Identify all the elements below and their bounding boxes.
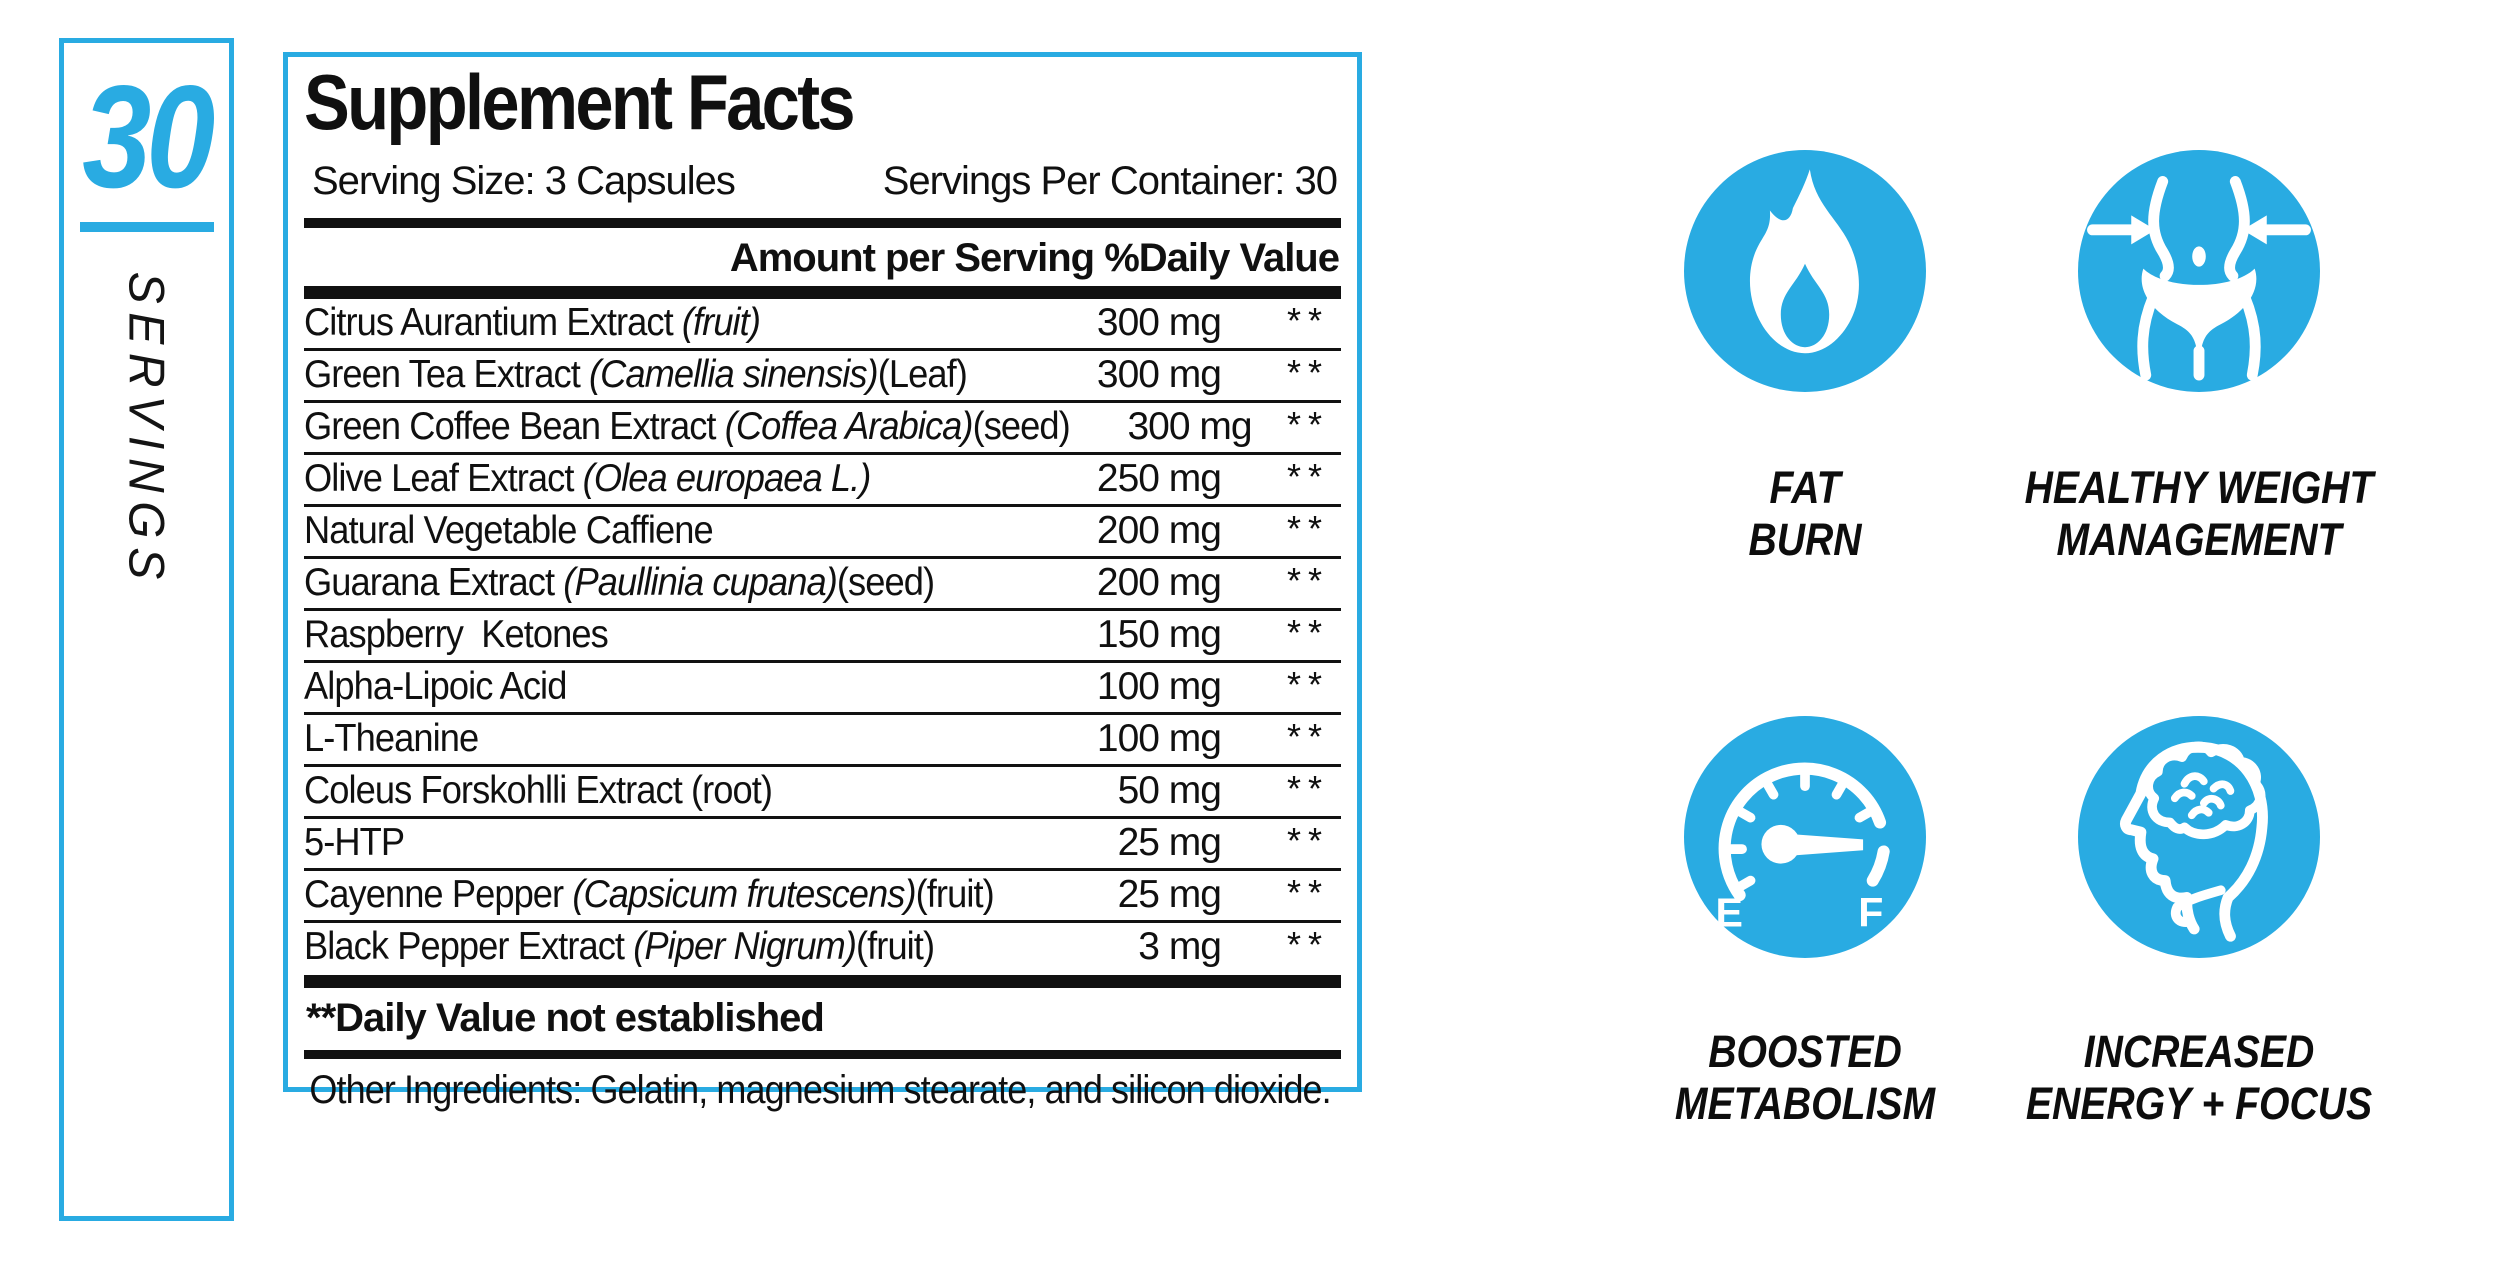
ingredient-row: Black Pepper Extract (Piper Nigrum)(frui…: [304, 923, 1341, 975]
ingredient-amount: 250 mg: [1096, 457, 1222, 500]
ingredient-name: Black Pepper Extract (Piper Nigrum)(frui…: [304, 925, 935, 968]
benefit-label-fat-burn: FAT BURN: [1748, 462, 1862, 566]
other-ingredients: Other Ingredients: Gelatin, magnesium st…: [309, 1068, 1331, 1112]
ingredient-amount: 25 mg: [1117, 821, 1222, 864]
ingredient-amount: 200 mg: [1096, 509, 1222, 552]
rule-heavy: [304, 218, 1341, 228]
ingredient-amount: 300 mg: [1096, 301, 1222, 344]
ingredient-amount: 300 mg: [1096, 353, 1222, 396]
ingredient-amount: 100 mg: [1096, 665, 1222, 708]
panel-title: Supplement Facts: [304, 58, 856, 146]
flame-icon: [1684, 150, 1926, 392]
ingredient-name: L-Theanine: [304, 717, 479, 760]
benefit-label-healthy-weight: HEALTHY WEIGHT MANAGEMENT: [2024, 462, 2374, 566]
ingredient-row: L-Theanine 100 mg **: [304, 715, 1341, 767]
ingredient-name: Olive Leaf Extract (Olea europaea L.): [304, 457, 871, 500]
ingredient-daily-value: **: [1286, 716, 1329, 757]
ingredient-daily-value: **: [1286, 612, 1329, 653]
rule-heavy: [304, 1050, 1341, 1059]
ingredient-daily-value: **: [1286, 404, 1329, 445]
servings-count: 30: [82, 55, 216, 218]
ingredient-daily-value: **: [1286, 508, 1329, 549]
daily-value-footnote: **Daily Value not established: [306, 996, 825, 1040]
ingredient-amount: 200 mg: [1096, 561, 1222, 604]
serving-size: Serving Size: 3 Capsules: [312, 159, 736, 203]
ingredient-table: Citrus Aurantium Extract (fruit) 300 mg …: [304, 299, 1341, 975]
servings-underline: [79, 222, 214, 233]
supplement-facts-panel: Supplement Facts Serving Size: 3 Capsule…: [283, 52, 1362, 1112]
servings-vertical-label: SERVINGS: [118, 271, 175, 589]
ingredient-row: Olive Leaf Extract (Olea europaea L.) 25…: [304, 455, 1341, 507]
ingredient-daily-value: **: [1286, 924, 1329, 965]
ingredient-amount: 300 mg: [1127, 405, 1252, 448]
ingredient-amount: 50 mg: [1117, 769, 1222, 812]
ingredient-amount: 3 mg: [1138, 925, 1222, 968]
ingredient-daily-value: **: [1286, 456, 1329, 497]
serving-info-line: Serving Size: 3 Capsules Servings Per Co…: [304, 159, 1341, 204]
ingredient-daily-value: **: [1286, 300, 1329, 341]
svg-text:F: F: [1858, 890, 1883, 936]
ingredient-row: Green Tea Extract (Camellia sinensis)(Le…: [304, 351, 1341, 403]
ingredient-row: Natural Vegetable Caffiene 200 mg **: [304, 507, 1341, 559]
ingredient-amount: 100 mg: [1096, 717, 1222, 760]
ingredient-row: Guarana Extract (Paullinia cupana)(seed)…: [304, 559, 1341, 611]
svg-text:E: E: [1715, 890, 1742, 936]
ingredient-row: Cayenne Pepper (Capsicum frutescens)(fru…: [304, 871, 1341, 923]
ingredient-row: Raspberry Ketones 150 mg **: [304, 611, 1341, 663]
ingredient-daily-value: **: [1286, 352, 1329, 393]
ingredient-daily-value: **: [1286, 664, 1329, 705]
ingredient-name: Natural Vegetable Caffiene: [304, 509, 714, 552]
ingredient-amount: 25 mg: [1117, 873, 1222, 916]
brain-head-icon: [2078, 716, 2320, 958]
servings-per-container: Servings Per Container: 30: [882, 159, 1338, 203]
ingredient-name: Green Tea Extract (Camellia sinensis)(Le…: [304, 353, 968, 396]
benefit-label-boosted-metabolism: BOOSTED METABOLISM: [1674, 1026, 1936, 1130]
benefit-label-increased-energy: INCREASED ENERGY + FOCUS: [2025, 1026, 2373, 1130]
ingredient-name: Citrus Aurantium Extract (fruit): [304, 301, 761, 344]
fuel-gauge-icon: E F: [1684, 716, 1926, 958]
ingredient-row: Citrus Aurantium Extract (fruit) 300 mg …: [304, 299, 1341, 351]
ingredient-row: 5-HTP 25 mg **: [304, 819, 1341, 871]
ingredient-amount: 150 mg: [1096, 613, 1222, 656]
ingredient-name: Coleus Forskohlli Extract (root): [304, 769, 773, 812]
ingredient-row: Coleus Forskohlli Extract (root) 50 mg *…: [304, 767, 1341, 819]
ingredient-name: Green Coffee Bean Extract (Coffea Arabic…: [304, 405, 1071, 448]
ingredient-name: Raspberry Ketones: [304, 613, 609, 656]
rule-heavy: [304, 286, 1341, 299]
ingredient-name: Cayenne Pepper (Capsicum frutescens)(fru…: [304, 873, 995, 916]
ingredient-name: Alpha-Lipoic Acid: [304, 665, 567, 708]
ingredient-row: Green Coffee Bean Extract (Coffea Arabic…: [304, 403, 1341, 455]
ingredient-daily-value: **: [1286, 560, 1329, 601]
servings-box: 30 SERVINGS: [59, 38, 234, 1221]
ingredient-daily-value: **: [1286, 872, 1329, 913]
ingredient-daily-value: **: [1286, 820, 1329, 861]
column-header: Amount per Serving %Daily Value: [729, 236, 1340, 280]
ingredient-daily-value: **: [1286, 768, 1329, 809]
ingredient-name: Guarana Extract (Paullinia cupana)(seed): [304, 561, 935, 604]
ingredient-name: 5-HTP: [304, 821, 405, 864]
rule-heavy: [304, 975, 1341, 988]
ingredient-row: Alpha-Lipoic Acid 100 mg **: [304, 663, 1341, 715]
waist-icon: [2078, 150, 2320, 392]
